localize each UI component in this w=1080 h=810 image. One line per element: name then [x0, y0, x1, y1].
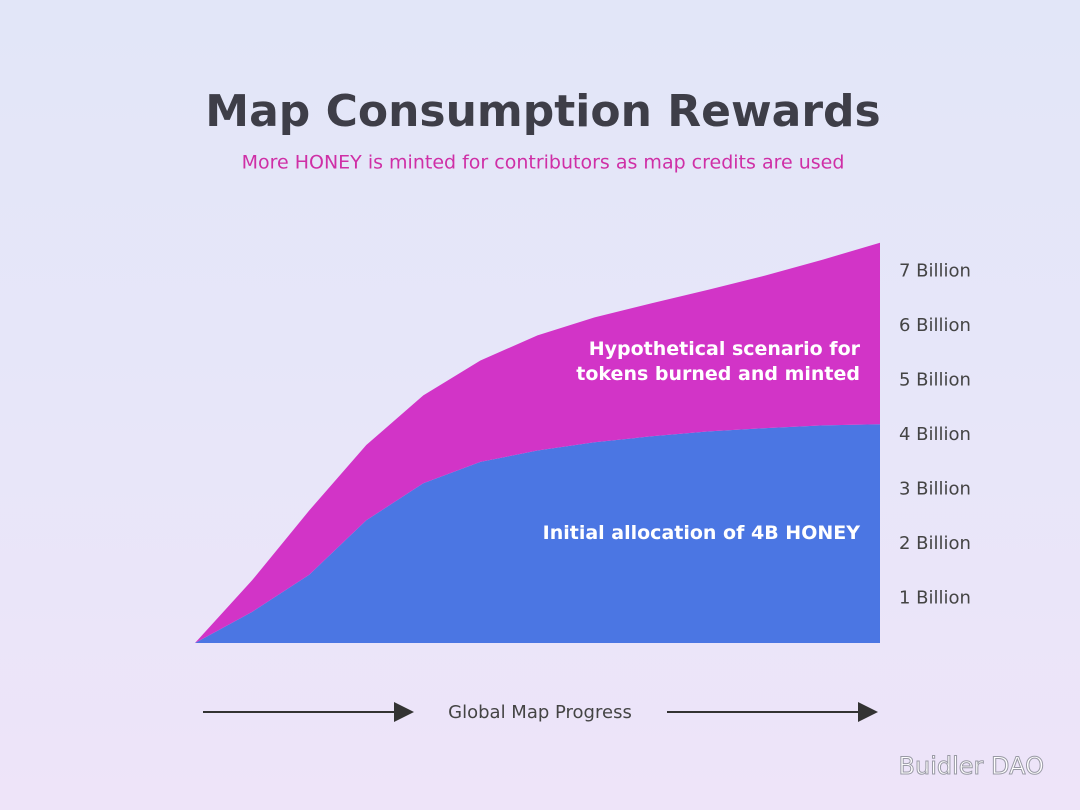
area-label: Initial allocation of 4B HONEY — [542, 522, 860, 544]
y-tick-label: 1 Billion — [899, 587, 971, 608]
y-tick-label: 3 Billion — [899, 478, 971, 499]
chart-title: Map Consumption Rewards — [205, 86, 880, 137]
area — [195, 242, 880, 643]
watermark: Buidler DAO — [899, 752, 1044, 780]
x-axis-label: Global Map Progress — [448, 702, 632, 723]
y-tick-label: 4 Billion — [899, 424, 971, 445]
y-tick-label: 5 Billion — [899, 369, 971, 390]
chart-subtitle: More HONEY is minted for contributors as… — [242, 152, 845, 174]
area-label: Hypothetical scenario for tokens burned … — [576, 338, 860, 385]
y-tick-label: 6 Billion — [899, 315, 971, 336]
area — [195, 424, 880, 643]
y-tick-label: 2 Billion — [899, 533, 971, 554]
y-tick-label: 7 Billion — [899, 260, 971, 281]
